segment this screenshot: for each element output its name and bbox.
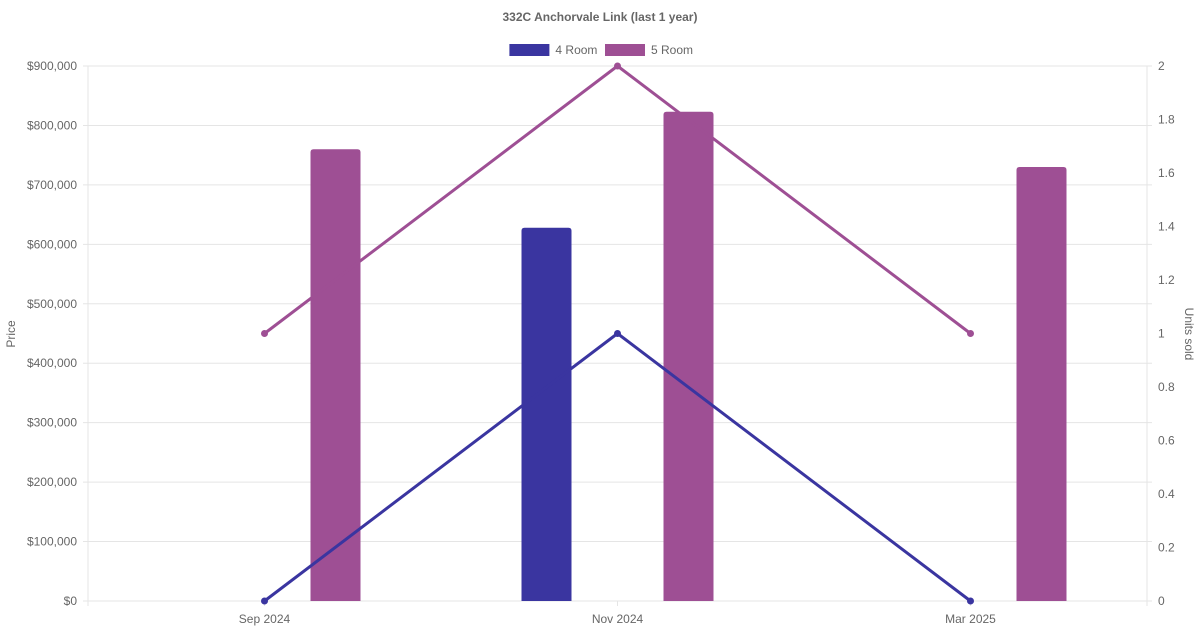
legend-label: 5 Room xyxy=(651,43,693,57)
right-tick-label: 0.8 xyxy=(1158,380,1175,394)
chart-title: 332C Anchorvale Link (last 1 year) xyxy=(503,10,698,24)
legend-label: 4 Room xyxy=(555,43,597,57)
bar-series xyxy=(310,111,1067,602)
x-axis-ticks: Sep 2024 Nov 2024 Mar 2025 xyxy=(239,612,996,626)
line-series xyxy=(261,62,974,605)
left-tick-label: $700,000 xyxy=(27,178,77,192)
right-tick-label: 0.2 xyxy=(1158,541,1175,555)
left-tick-label: $500,000 xyxy=(27,297,77,311)
left-tick-label: $300,000 xyxy=(27,416,77,430)
left-tick-label: $100,000 xyxy=(27,535,77,549)
line-4-room xyxy=(263,332,972,603)
line-point xyxy=(614,62,621,70)
right-tick-label: 1.6 xyxy=(1158,166,1175,180)
left-tick-label: $800,000 xyxy=(27,118,77,132)
legend-swatch xyxy=(605,44,645,56)
right-tick-label: 1 xyxy=(1158,327,1165,341)
right-tick-label: 0.6 xyxy=(1158,434,1175,448)
line-point xyxy=(261,597,268,605)
left-tick-label: $600,000 xyxy=(27,237,77,251)
right-tick-label: 1.4 xyxy=(1158,220,1175,234)
legend-swatch xyxy=(509,44,550,56)
line-point xyxy=(967,597,974,605)
right-tick-label: 1.8 xyxy=(1158,113,1175,127)
x-tick-label: Sep 2024 xyxy=(239,612,291,626)
x-tick-label: Nov 2024 xyxy=(592,612,644,626)
legend: 4 Room 5 Room xyxy=(509,43,693,57)
left-tick-label: $200,000 xyxy=(27,475,77,489)
line-5-room xyxy=(263,64,972,335)
bar-5-room xyxy=(663,111,714,602)
right-tick-label: 0 xyxy=(1158,594,1165,608)
bar-5-room xyxy=(310,149,361,601)
line-point xyxy=(614,330,621,337)
gridlines xyxy=(83,65,1152,606)
line-point xyxy=(261,330,268,337)
left-tick-label: $900,000 xyxy=(27,59,77,73)
line-point xyxy=(967,330,974,337)
left-tick-label: $400,000 xyxy=(27,356,77,370)
right-tick-label: 0.4 xyxy=(1158,487,1175,501)
right-tick-label: 2 xyxy=(1158,59,1165,73)
bar-5-room xyxy=(1016,167,1067,602)
x-tick-label: Mar 2025 xyxy=(945,612,996,626)
bar-4-room xyxy=(521,227,572,601)
left-axis-label: Price xyxy=(4,320,18,348)
right-axis-label: Units sold xyxy=(1182,308,1196,361)
left-axis-ticks: $0 $100,000 $200,000 $300,000 $400,000 $500,0… xyxy=(27,59,77,608)
right-axis-ticks: 0 0.2 0.4 0.6 0.8 1 1.2 1.4 1.6 1.8 2 xyxy=(1158,59,1175,608)
right-tick-label: 1.2 xyxy=(1158,273,1175,287)
left-tick-label: $0 xyxy=(64,594,78,608)
